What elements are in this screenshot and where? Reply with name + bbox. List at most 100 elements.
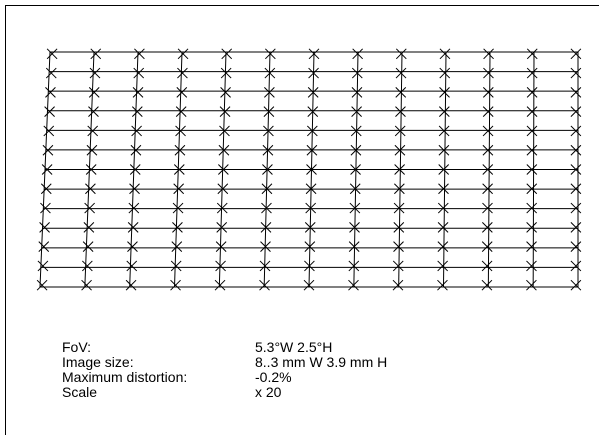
grid-x-marker: [86, 144, 98, 156]
grid-x-marker: [307, 87, 319, 98]
grid-x-marker: [348, 279, 359, 291]
grid-x-marker: [393, 221, 405, 233]
grid-x-marker: [127, 241, 138, 252]
max-distortion-value: -0.2%: [255, 369, 292, 385]
grid-x-marker: [394, 144, 406, 156]
grid-x-marker: [570, 202, 582, 214]
grid-x-marker: [125, 279, 137, 291]
grid-x-marker: [133, 67, 145, 79]
grid-x-marker: [437, 202, 449, 214]
grid-x-marker: [215, 241, 227, 252]
grid-x-marker: [40, 202, 51, 214]
grid-x-marker: [526, 106, 538, 118]
grid-x-marker: [81, 279, 92, 291]
grid-x-marker: [220, 87, 231, 98]
grid-column-line: [39, 51, 51, 288]
grid-x-marker: [175, 125, 186, 137]
grid-x-marker: [306, 164, 317, 175]
grid-x-marker: [351, 106, 362, 118]
grid-x-marker: [350, 144, 362, 156]
scale-value: x 20: [255, 384, 282, 400]
grid-x-marker: [89, 67, 101, 79]
grid-x-marker: [570, 144, 582, 156]
grid-x-marker: [394, 164, 405, 175]
grid-x-marker: [348, 241, 360, 252]
grid-x-marker: [482, 202, 493, 214]
grid-x-marker: [348, 260, 360, 272]
grid-x-marker: [263, 106, 275, 118]
grid-x-marker: [171, 241, 183, 252]
grid-x-marker: [214, 279, 226, 291]
grid-x-marker: [526, 202, 538, 214]
grid-x-marker: [40, 183, 52, 195]
grid-x-marker: [437, 241, 449, 252]
grid-x-marker: [128, 202, 140, 214]
grid-x-marker: [219, 106, 231, 118]
grid-x-marker: [437, 279, 448, 291]
grid-x-marker: [439, 87, 450, 98]
grid-x-marker: [260, 241, 271, 252]
grid-x-marker: [173, 183, 185, 195]
grid-x-marker: [42, 144, 54, 156]
grid-x-marker: [481, 221, 493, 233]
specs-table: FoV: 5.3°W 2.5°H Image size: 8..3 mm W 3…: [62, 340, 387, 400]
grid-x-marker: [393, 202, 405, 214]
grid-x-marker: [259, 260, 271, 272]
grid-x-marker: [304, 260, 315, 272]
grid-x-marker: [526, 221, 537, 233]
grid-x-marker: [130, 144, 142, 156]
grid-x-marker: [172, 202, 184, 214]
grid-column-line: [532, 51, 535, 288]
grid-x-marker: [395, 106, 406, 118]
grid-x-marker: [134, 48, 145, 60]
grid-x-marker: [570, 164, 582, 175]
grid-x-marker: [570, 48, 582, 60]
grid-x-marker: [262, 164, 273, 175]
grid-x-marker: [481, 241, 493, 252]
grid-x-marker: [394, 125, 406, 137]
grid-x-marker: [173, 164, 185, 175]
grid-x-marker: [351, 87, 363, 98]
grid-x-marker: [570, 241, 582, 252]
grid-x-marker: [176, 87, 188, 98]
grid-x-marker: [307, 106, 319, 118]
grid-x-marker: [129, 183, 140, 195]
grid-x-marker: [131, 125, 142, 137]
grid-x-marker: [526, 144, 538, 156]
image-size-label: Image size:: [62, 354, 134, 370]
grid-x-marker: [526, 48, 538, 60]
grid-x-marker: [526, 279, 537, 291]
grid-x-marker: [526, 164, 538, 175]
distorted-grid-lines: [39, 51, 579, 288]
fov-label: FoV:: [62, 339, 92, 355]
grid-x-marker: [570, 183, 582, 195]
grid-x-marker: [482, 183, 493, 195]
spec-row-image-size: Image size: 8..3 mm W 3.9 mm H: [62, 355, 387, 370]
grid-x-marker: [216, 221, 228, 233]
grid-x-marker: [215, 260, 226, 272]
grid-x-marker: [129, 164, 141, 175]
grid-x-marker: [45, 87, 56, 98]
grid-x-marker: [38, 241, 50, 252]
grid-x-marker: [36, 279, 48, 291]
grid-x-marker: [395, 48, 407, 60]
grid-x-marker: [83, 221, 95, 233]
grid-x-marker: [81, 260, 93, 272]
grid-x-marker: [304, 241, 316, 252]
grid-x-marker: [44, 106, 55, 118]
grid-x-marker: [174, 144, 186, 156]
grid-x-marker: [45, 67, 57, 79]
spec-row-max-distortion: Maximum distortion: -0.2%: [62, 370, 387, 385]
grid-x-marker: [84, 202, 95, 214]
grid-x-marker: [482, 164, 494, 175]
grid-x-marker: [352, 48, 364, 60]
grid-x-marker: [482, 106, 494, 118]
grid-x-marker: [526, 125, 538, 137]
grid-x-marker: [170, 279, 181, 291]
grid-x-marker: [438, 183, 449, 195]
grid-x-marker: [570, 260, 582, 272]
grid-x-marker: [438, 125, 450, 137]
grid-x-marker: [303, 279, 315, 291]
grid-x-marker: [175, 106, 187, 118]
